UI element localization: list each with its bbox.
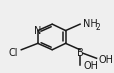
Text: 2: 2 xyxy=(94,23,99,32)
Text: OH: OH xyxy=(98,55,113,65)
Text: N: N xyxy=(33,26,41,36)
Text: B: B xyxy=(76,48,83,58)
Text: NH: NH xyxy=(82,19,97,29)
Text: OH: OH xyxy=(82,61,97,71)
Text: Cl: Cl xyxy=(8,48,18,58)
